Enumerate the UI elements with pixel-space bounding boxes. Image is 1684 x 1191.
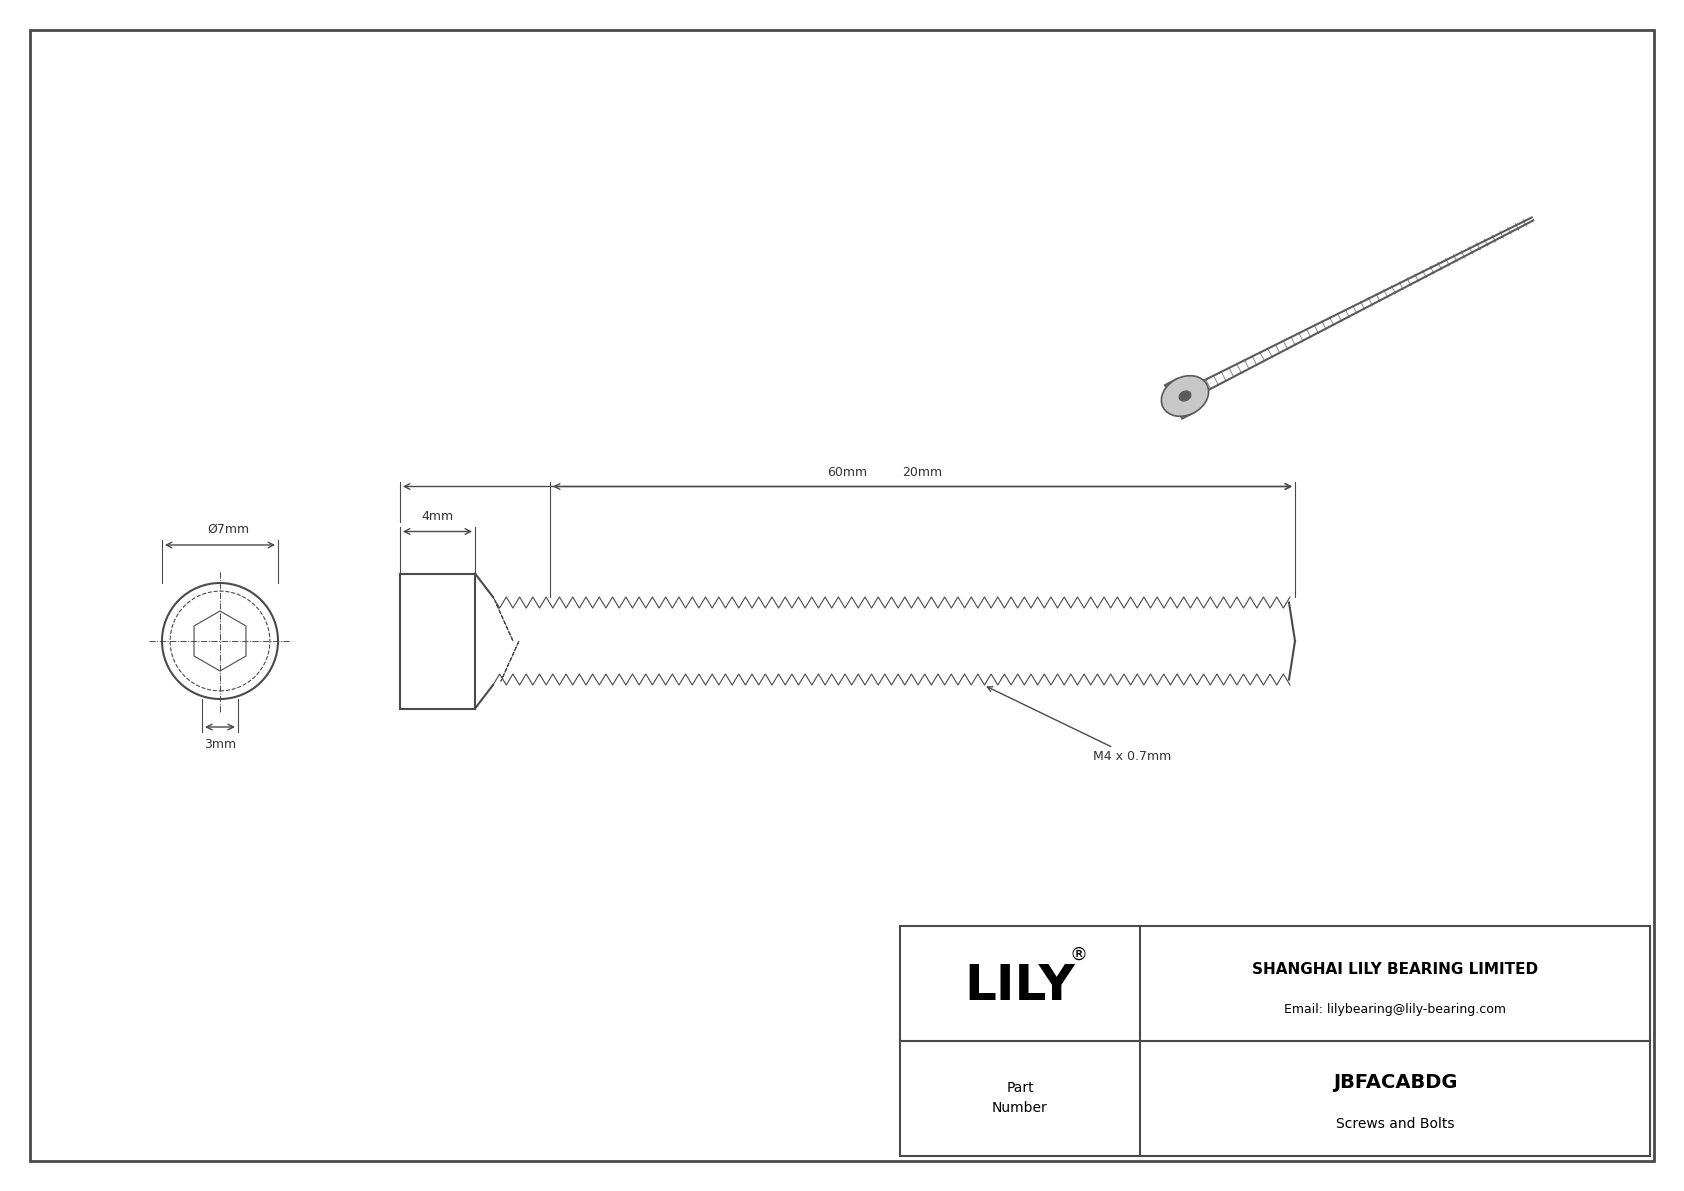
Ellipse shape	[1162, 375, 1209, 417]
Text: Ø7mm: Ø7mm	[207, 523, 249, 536]
Polygon shape	[1165, 379, 1194, 419]
Text: LILY: LILY	[965, 962, 1076, 1010]
Text: 20mm: 20mm	[903, 466, 943, 479]
Bar	[401, 574, 475, 709]
Text: SHANGHAI LILY BEARING LIMITED: SHANGHAI LILY BEARING LIMITED	[1251, 961, 1537, 977]
Ellipse shape	[1179, 391, 1191, 401]
Text: Part
Number: Part Number	[992, 1081, 1047, 1115]
Text: Email: lilybearing@lily-bearing.com: Email: lilybearing@lily-bearing.com	[1283, 1003, 1505, 1016]
Text: 60mm: 60mm	[827, 466, 867, 479]
Bar	[899, 925, 1650, 1156]
Text: 3mm: 3mm	[204, 738, 236, 752]
Text: M4 x 0.7mm: M4 x 0.7mm	[987, 687, 1172, 763]
Text: ®: ®	[1069, 946, 1086, 964]
Text: JBFACABDG: JBFACABDG	[1332, 1073, 1457, 1092]
Text: Screws and Bolts: Screws and Bolts	[1335, 1117, 1455, 1131]
Text: 4mm: 4mm	[421, 511, 453, 524]
